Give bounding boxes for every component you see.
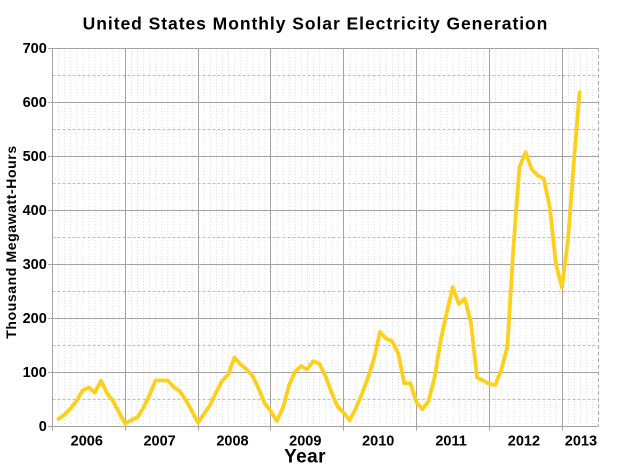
svg-text:Thousand Megawatt-Hours: Thousand Megawatt-Hours — [3, 145, 19, 338]
svg-text:2009: 2009 — [289, 434, 321, 450]
svg-text:2011: 2011 — [435, 434, 466, 450]
svg-text:2006: 2006 — [71, 434, 103, 450]
svg-text:2008: 2008 — [216, 434, 248, 450]
svg-text:2012: 2012 — [508, 434, 540, 450]
svg-text:300: 300 — [23, 257, 47, 273]
svg-text:100: 100 — [23, 365, 47, 381]
svg-text:2013: 2013 — [565, 434, 597, 450]
svg-text:600: 600 — [23, 95, 47, 111]
svg-text:2010: 2010 — [362, 434, 394, 450]
svg-text:2007: 2007 — [143, 434, 175, 450]
svg-text:500: 500 — [23, 149, 47, 165]
svg-text:400: 400 — [23, 203, 47, 219]
svg-text:0: 0 — [39, 419, 47, 435]
svg-text:700: 700 — [23, 41, 47, 57]
svg-text:Year: Year — [284, 447, 326, 468]
svg-text:200: 200 — [23, 311, 47, 327]
svg-text:United States Monthly Solar El: United States Monthly Solar Electricity … — [83, 14, 549, 34]
